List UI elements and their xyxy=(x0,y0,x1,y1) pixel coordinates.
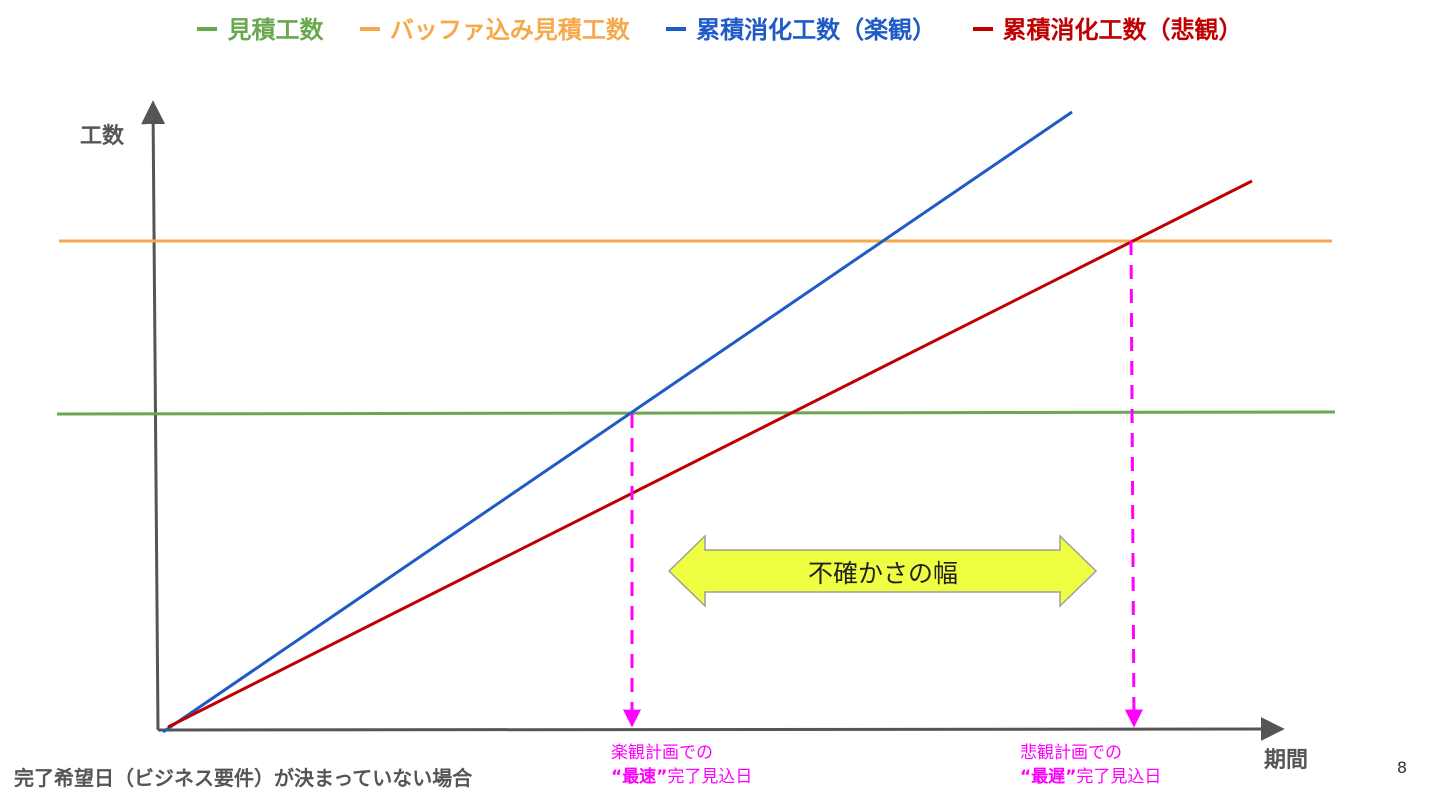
footer-caption: 完了希望日（ビジネス要件）が決まっていない場合 xyxy=(14,766,473,790)
pessimistic-marker xyxy=(1124,240,1143,728)
optimistic-line xyxy=(162,110,1073,734)
legend-swatch-estimate xyxy=(197,27,218,31)
estimate-line xyxy=(56,410,1336,416)
legend-item-buffer: バッファ込み見積工数 xyxy=(359,14,630,46)
pessimistic-note-line1: 悲観計画での xyxy=(1020,743,1122,763)
legend-label-buffer: バッファ込み見積工数 xyxy=(389,16,630,44)
optimistic-note-quote-open: “ xyxy=(611,767,623,787)
uncertainty-arrow xyxy=(667,534,1098,608)
legend-item-pessimistic: 累積消化工数（悲観） xyxy=(972,14,1243,46)
uncertainty-label: 不確かさの幅 xyxy=(807,559,958,588)
y-axis-label: 工数 xyxy=(80,124,125,149)
legend-swatch-pessimistic xyxy=(972,27,993,31)
x-axis xyxy=(157,717,1285,742)
pessimistic-note-quote-open: “ xyxy=(1020,767,1032,787)
optimistic-note-line2: “最速”完了見込日 xyxy=(611,765,752,789)
pessimistic-note-rest: 完了見込日 xyxy=(1076,767,1162,787)
x-axis-label: 期間 xyxy=(1264,748,1309,773)
optimistic-note-rest: 完了見込日 xyxy=(667,767,753,787)
optimistic-note: 楽観計画での “最速”完了見込日 xyxy=(611,741,752,789)
pessimistic-line xyxy=(167,179,1253,729)
legend-swatch-optimistic xyxy=(666,27,687,31)
optimistic-note-quote-close: ” xyxy=(656,767,668,787)
legend-label-estimate: 見積工数 xyxy=(227,16,324,44)
page-number: 8 xyxy=(1396,758,1407,777)
pessimistic-note-quote-close: ” xyxy=(1065,767,1077,787)
pessimistic-note-emphasis: 最遅 xyxy=(1031,767,1066,787)
pessimistic-note-line2: “最遅”完了見込日 xyxy=(1020,765,1161,789)
legend-label-pessimistic: 累積消化工数（悲観） xyxy=(1002,16,1243,44)
optimistic-note-emphasis: 最速 xyxy=(622,767,657,787)
legend: 見積工数 バッファ込み見積工数 累積消化工数（楽観） 累積消化工数（悲観） xyxy=(0,14,1440,46)
legend-label-optimistic: 累積消化工数（楽観） xyxy=(696,16,937,44)
legend-swatch-buffer xyxy=(359,27,380,31)
legend-item-optimistic: 累積消化工数（楽観） xyxy=(666,14,936,46)
pessimistic-note: 悲観計画での “最遅”完了見込日 xyxy=(1020,741,1161,789)
y-axis xyxy=(141,100,166,731)
legend-item-estimate: 見積工数 xyxy=(197,14,323,46)
optimistic-note-line1: 楽観計画での xyxy=(611,743,713,763)
